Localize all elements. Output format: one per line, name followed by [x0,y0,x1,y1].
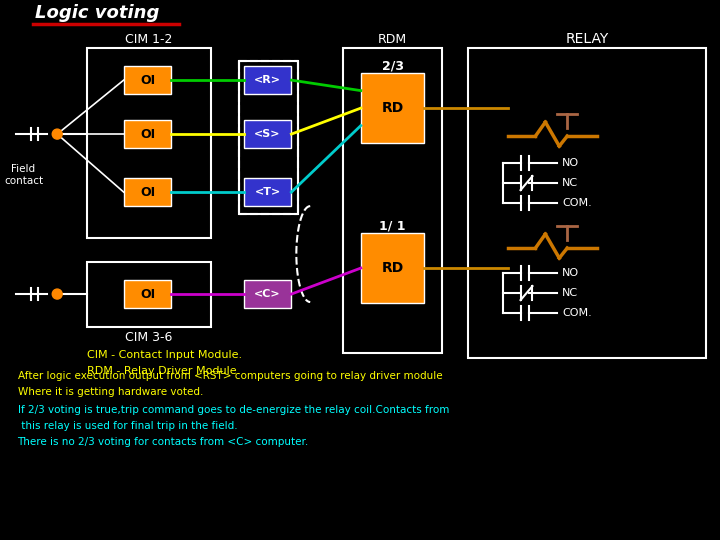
Text: Field
contact: Field contact [4,164,43,186]
Bar [124,120,171,148]
Circle shape [53,289,62,299]
Text: OI: OI [140,73,155,86]
Bar [239,61,298,214]
Bar [244,280,292,308]
Text: RDM: RDM [378,32,407,45]
Bar [244,66,292,94]
Text: <R>: <R> [254,75,281,85]
Text: Logic voting: Logic voting [35,4,160,22]
Text: OI: OI [140,288,155,301]
Text: Where it is getting hardware voted.: Where it is getting hardware voted. [17,387,203,397]
Text: If 2/3 voting is true,trip command goes to de-energize the relay coil.Contacts f: If 2/3 voting is true,trip command goes … [17,405,449,415]
Text: NO: NO [562,158,580,168]
Text: RDM - Relay Driver Module.: RDM - Relay Driver Module. [87,366,240,376]
Text: <S>: <S> [254,129,281,139]
Circle shape [53,129,62,139]
Bar [124,178,171,206]
Text: COM.: COM. [562,308,592,318]
Bar [87,262,211,327]
Bar [468,48,706,358]
Bar [244,120,292,148]
Text: NC: NC [562,288,578,298]
Bar [124,66,171,94]
Text: this relay is used for final trip in the field.: this relay is used for final trip in the… [17,421,237,431]
Bar [361,73,424,143]
Text: After logic execution output from <RST> computers going to relay driver module: After logic execution output from <RST> … [17,371,442,381]
Text: 2/3: 2/3 [382,59,404,72]
Text: OI: OI [140,186,155,199]
Text: RD: RD [382,101,404,115]
Text: COM.: COM. [562,198,592,208]
Text: RELAY: RELAY [565,32,608,46]
Text: NC: NC [562,178,578,188]
Text: <C>: <C> [254,289,281,299]
Text: OI: OI [140,127,155,140]
Text: <T>: <T> [254,187,281,197]
Text: CIM 1-2: CIM 1-2 [125,32,173,45]
Text: CIM - Contact Input Module.: CIM - Contact Input Module. [87,350,242,360]
Text: 1/ 1: 1/ 1 [379,220,406,233]
Text: CIM 3-6: CIM 3-6 [125,330,173,343]
Text: NO: NO [562,268,580,278]
Bar [361,233,424,303]
Bar [87,48,211,238]
Bar [244,178,292,206]
Text: RD: RD [382,261,404,275]
Text: There is no 2/3 voting for contacts from <C> computer.: There is no 2/3 voting for contacts from… [17,437,309,447]
Bar [343,48,442,353]
Bar [124,280,171,308]
